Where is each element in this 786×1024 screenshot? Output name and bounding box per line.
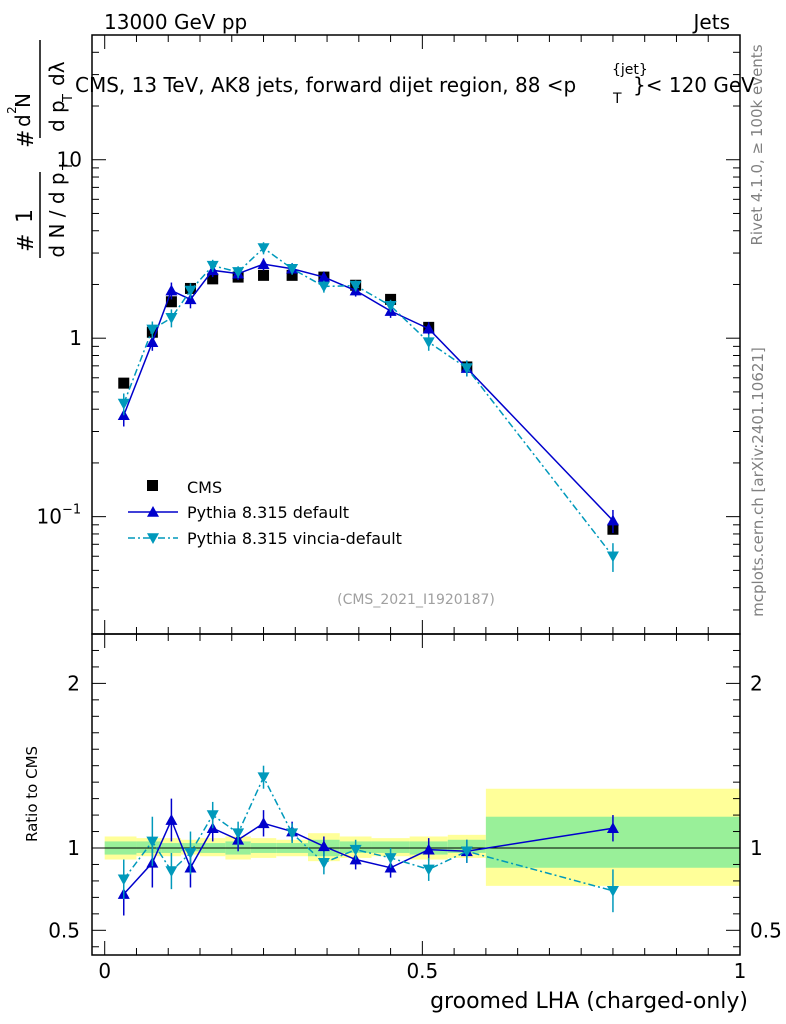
ratio-point-vincia-12 <box>460 846 473 858</box>
x-tick-label-0.5: 0.5 <box>406 959 438 983</box>
main-point-vincia-7 <box>286 263 299 275</box>
ratio-point-vincia-7 <box>286 828 299 840</box>
y-label-numerator-power: 2 <box>5 106 19 114</box>
legend-marker-cms <box>147 480 158 491</box>
ratio-line-vincia <box>123 775 614 892</box>
ratio-line-pythia-default <box>123 818 614 895</box>
ratio-point-vincia-10 <box>384 853 397 864</box>
main-point-pythia-default-13 <box>606 514 619 526</box>
main-point-vincia-6 <box>257 243 270 255</box>
y-label-hash-2: # <box>14 130 39 148</box>
ratio-point-pythia-default-8 <box>317 840 330 852</box>
plot-title-main: CMS, 13 TeV, AK8 jets, forward dijet reg… <box>75 73 576 97</box>
ratio-y-tick-label-right-2: 2 <box>750 671 763 695</box>
main-point-pythia-default-2 <box>165 284 178 296</box>
ratio-point-vincia-8 <box>317 858 330 869</box>
ratio-point-vincia-0 <box>117 874 130 886</box>
ratio-point-pythia-default-11 <box>422 843 435 855</box>
main-y-tick-label-exp: −1 <box>62 503 81 518</box>
main-point-pythia-default-8 <box>317 271 330 282</box>
main-point-vincia-2 <box>165 313 178 324</box>
x-axis-label: groomed LHA (charged-only) <box>430 989 748 1014</box>
main-point-vincia-3 <box>184 285 197 297</box>
main-y-axis-label: # 1 d N / d p T # d N 2 d p T dλ <box>5 40 76 258</box>
main-point-cms-2 <box>165 296 177 308</box>
main-point-cms-0 <box>118 377 130 389</box>
main-point-vincia-10 <box>384 300 397 312</box>
y-label-denominator-1: d N / d p <box>45 172 69 257</box>
main-point-cms-4 <box>207 273 219 285</box>
chart-marks <box>117 242 619 916</box>
ratio-y-tick-label-left-1: 1 <box>67 836 80 860</box>
ratio-point-vincia-9 <box>349 844 362 856</box>
ratio-frame <box>91 633 741 956</box>
ratio-y-tick-label-left-2: 2 <box>67 671 80 695</box>
ratio-y-tick-label-right-1: 1 <box>750 836 763 860</box>
legend-label-vincia: Pythia 8.315 vincia-default <box>187 529 402 548</box>
main-point-vincia-13 <box>606 551 619 563</box>
main-point-pythia-default-1 <box>146 336 159 347</box>
ratio-point-pythia-default-6 <box>257 817 270 829</box>
legend-label-pythia-default: Pythia 8.315 default <box>187 503 349 522</box>
main-point-pythia-default-6 <box>257 258 270 269</box>
process-label: Jets <box>692 10 730 34</box>
main-y-tick-label-1: 1 <box>69 326 82 350</box>
y-label-dlambda: dλ <box>45 61 69 86</box>
energy-label: 13000 GeV pp <box>104 10 247 34</box>
plot-title-tail: }< 120 GeV <box>633 73 755 97</box>
main-point-cms-6 <box>258 269 270 281</box>
main-point-vincia-9 <box>349 280 362 292</box>
ratio-point-pythia-default-13 <box>606 822 619 834</box>
x-tick-label-1: 1 <box>734 959 747 983</box>
main-point-pythia-default-11 <box>422 322 435 334</box>
ratio-point-vincia-6 <box>257 772 270 784</box>
main-y-tick-label-base: 10 <box>37 505 62 529</box>
main-y-tick-label-10: 10 <box>57 148 82 172</box>
analysis-id-label: (CMS_2021_I1920187) <box>337 592 495 608</box>
y-label-sub-t-1: T <box>61 162 76 171</box>
rivet-version-label: Rivet 4.1.0, ≥ 100k events <box>748 44 766 245</box>
mcplots-label: mcplots.cern.ch [arXiv:2401.10621] <box>749 347 767 617</box>
y-label-one: 1 <box>13 209 38 223</box>
ratio-point-vincia-5 <box>232 828 245 840</box>
legend: CMS Pythia 8.315 default Pythia 8.315 vi… <box>128 478 402 548</box>
ratio-point-vincia-4 <box>206 810 219 822</box>
ratio-y-tick-label-left-0.5: 0.5 <box>48 918 80 942</box>
main-point-vincia-8 <box>317 281 330 293</box>
ratio-point-vincia-11 <box>422 864 435 876</box>
ratio-point-pythia-default-2 <box>165 814 178 825</box>
ratio-y-axis-label: Ratio to CMS <box>23 746 41 842</box>
legend-marker-vincia <box>147 533 159 544</box>
main-point-vincia-5 <box>232 267 245 278</box>
ratio-y-tick-label-right-0.5: 0.5 <box>750 918 782 942</box>
plot-title-sup: {jet} <box>612 62 648 78</box>
main-point-vincia-11 <box>422 337 435 349</box>
legend-label-cms: CMS <box>187 478 222 497</box>
ratio-band-inner-10 <box>371 841 410 853</box>
main-point-pythia-default-3 <box>184 293 197 305</box>
ratio-point-vincia-2 <box>165 866 178 878</box>
y-label-sub-t-2: T <box>61 94 76 103</box>
main-point-vincia-1 <box>146 324 159 336</box>
ratio-band-inner-1 <box>136 841 162 853</box>
ratio-point-vincia-1 <box>146 836 159 848</box>
x-tick-label-0: 0 <box>98 959 111 983</box>
ratio-point-vincia-3 <box>184 848 197 859</box>
legend-marker-pythia-default <box>147 506 159 517</box>
plot-title: CMS, 13 TeV, AK8 jets, forward dijet reg… <box>75 62 755 107</box>
main-point-vincia-0 <box>117 398 130 410</box>
y-label-hash-1: # <box>14 234 39 252</box>
y-label-numerator: d N <box>11 93 35 127</box>
main-point-vincia-4 <box>206 260 219 272</box>
ratio-point-vincia-13 <box>606 886 619 897</box>
y-label-denominator-2: d p <box>45 100 69 132</box>
main-point-cms-7 <box>286 269 298 281</box>
ratio-uncertainty-bands <box>104 788 740 886</box>
main-point-vincia-12 <box>460 363 473 375</box>
main-point-cms-10 <box>385 293 397 305</box>
plot-title-sub: T <box>612 91 622 107</box>
